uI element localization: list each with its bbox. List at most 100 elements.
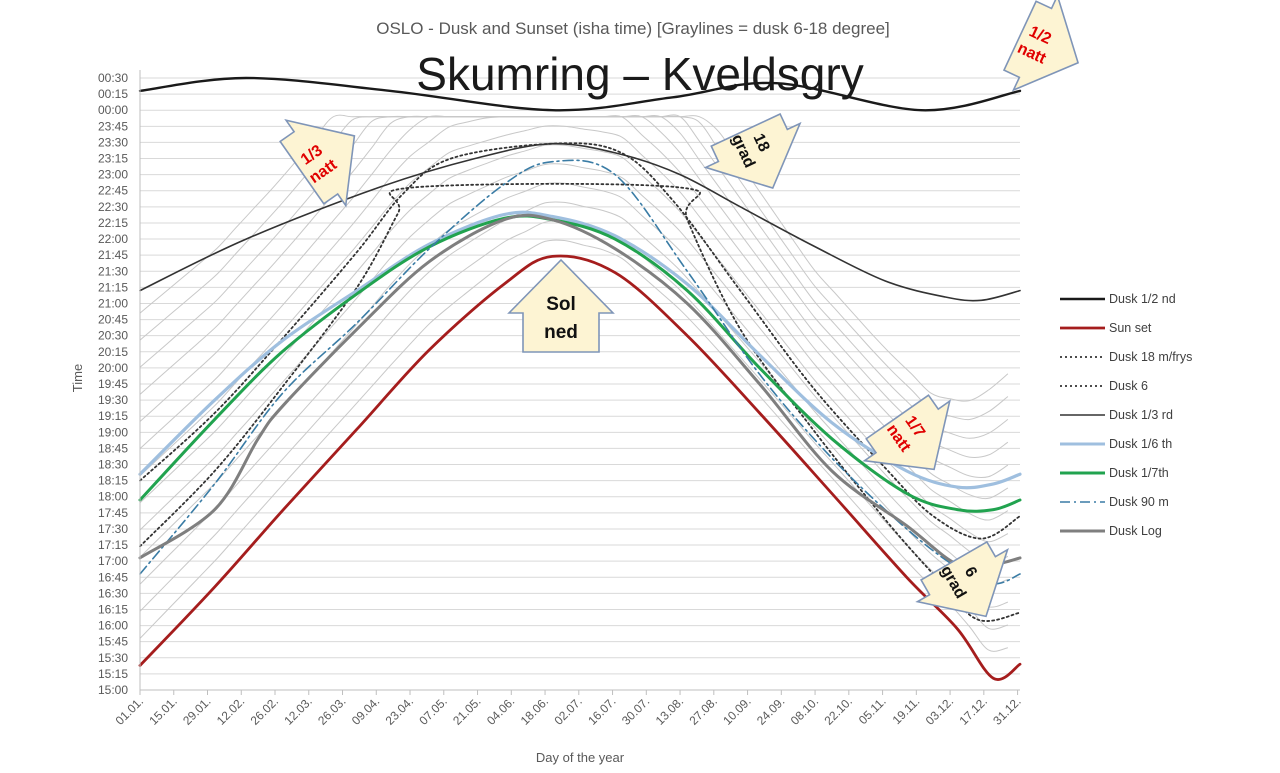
arrow-6-degree: 6 grad — [915, 540, 1009, 618]
y-tick-label: 16:15 — [98, 602, 128, 616]
series-line-2 — [139, 182, 1021, 622]
y-tick-label: 00:15 — [98, 87, 128, 101]
y-tick-label: 21:30 — [98, 264, 128, 278]
y-tick-label: 18:45 — [98, 441, 128, 455]
y-tick-label: 20:30 — [98, 329, 128, 343]
series-line-3 — [139, 142, 1021, 540]
x-tick-label: 31.12. — [990, 694, 1023, 727]
x-tick-label: 30.07. — [619, 694, 652, 727]
x-tick-label: 21.05. — [450, 694, 483, 727]
x-tick-label: 02.07. — [551, 694, 584, 727]
y-tick-label: 16:45 — [98, 570, 128, 584]
y-tick-label: 23:45 — [98, 119, 128, 133]
legend-label: Sun set — [1109, 321, 1152, 335]
legend-label: Dusk 6 — [1109, 379, 1148, 393]
y-tick-label: 20:00 — [98, 361, 128, 375]
gray-dusk-line — [139, 239, 1009, 652]
y-tick-label: 16:30 — [98, 586, 128, 600]
x-tick-label: 26.03. — [315, 694, 348, 727]
arrow-seventh-night: 1/7 natt — [862, 394, 951, 471]
x-tick-label: 27.08. — [686, 694, 719, 727]
x-tick-label: 10.09. — [720, 694, 753, 727]
y-tick-label: 23:30 — [98, 135, 128, 149]
x-axis-ticks: 01.01. 15.01. 29.01. 12.02. 26.02. 12.03. 26.0… — [113, 690, 1024, 728]
y-tick-label: 19:15 — [98, 409, 128, 423]
series-line-5 — [138, 210, 1022, 490]
x-tick-label: 07.05. — [416, 694, 449, 727]
x-tick-label: 23.04. — [383, 694, 416, 727]
y-axis-title: Time — [70, 364, 85, 392]
y-tick-label: 16:00 — [98, 619, 128, 633]
x-tick-label: 04.06. — [484, 694, 517, 727]
dusk-gray-lines — [139, 114, 1009, 652]
gray-dusk-line — [139, 125, 1009, 521]
y-tick-label: 19:00 — [98, 425, 128, 439]
x-tick-label: 09.04. — [349, 694, 382, 727]
y-tick-label: 17:45 — [98, 506, 128, 520]
y-tick-label: 18:00 — [98, 490, 128, 504]
y-tick-label: 15:30 — [98, 651, 128, 665]
y-tick-label: 15:15 — [98, 667, 128, 681]
y-tick-label: 17:30 — [98, 522, 128, 536]
x-tick-label: 17.12. — [956, 694, 989, 727]
x-tick-label: 13.08. — [653, 694, 686, 727]
horizontal-gridlines — [140, 77, 1020, 691]
series-line-7 — [139, 159, 1021, 585]
gray-dusk-line — [139, 201, 1009, 608]
arrow-third-night: 1/3 natt — [279, 119, 356, 208]
x-tick-label: 29.01. — [180, 694, 213, 727]
x-tick-label: 03.12. — [923, 694, 956, 727]
x-tick-label: 16.07. — [585, 694, 618, 727]
legend-label: Dusk 1/2 nd — [1109, 292, 1176, 306]
chart-title: OSLO - Dusk and Sunset (isha time) [Gray… — [376, 19, 890, 38]
arrow-18-degree: 18 grad — [703, 112, 802, 190]
legend-label: Dusk 18 m/frys — [1109, 350, 1192, 364]
gray-dusk-line — [139, 163, 1009, 564]
arrow-sunset-line2: ned — [544, 322, 578, 343]
arrow-sunset: Sol ned — [507, 258, 615, 353]
y-tick-label: 15:45 — [98, 635, 128, 649]
legend-label: Dusk 90 m — [1109, 495, 1169, 509]
y-tick-label: 18:15 — [98, 474, 128, 488]
y-tick-label: 20:45 — [98, 313, 128, 327]
y-tick-label: 23:00 — [98, 168, 128, 182]
x-tick-label: 19.11. — [890, 694, 923, 727]
x-tick-label: 12.02. — [214, 694, 247, 727]
x-tick-label: 22.10. — [821, 694, 854, 727]
slide-title: Skumring – Kveldsgry — [416, 48, 863, 100]
y-tick-label: 19:45 — [98, 377, 128, 391]
series-line-0 — [138, 76, 1022, 112]
y-tick-label: 00:30 — [98, 71, 128, 85]
arrow-sunset-line1: Sol — [546, 294, 576, 315]
series-lines — [138, 76, 1022, 681]
y-tick-label: 21:00 — [98, 296, 128, 310]
series-line-8 — [138, 213, 1022, 570]
arrow-18-degree-line1: 18 — [750, 131, 773, 154]
gray-dusk-line — [139, 144, 1009, 543]
x-tick-label: 24.09. — [754, 694, 787, 727]
legend-label: Dusk Log — [1109, 524, 1162, 538]
y-tick-label: 17:15 — [98, 538, 128, 552]
y-tick-label: 22:30 — [98, 200, 128, 214]
x-tick-label: 01.01. — [113, 694, 146, 727]
y-tick-label: 00:00 — [98, 103, 128, 117]
x-tick-label: 18.06. — [518, 694, 551, 727]
y-tick-label: 22:45 — [98, 184, 128, 198]
arrow-half-night: 1/2 natt — [1002, 0, 1080, 92]
series-line-6 — [138, 214, 1022, 513]
legend-label: Dusk 1/3 rd — [1109, 408, 1173, 422]
x-tick-label: 08.10. — [788, 694, 821, 727]
legend: Dusk 1/2 nd Sun set Dusk 18 m/frys Dusk 6 Du… — [1060, 292, 1192, 538]
x-axis-title: Day of the year — [536, 750, 625, 765]
y-tick-label: 17:00 — [98, 554, 128, 568]
y-tick-label: 21:45 — [98, 248, 128, 262]
y-tick-label: 19:30 — [98, 393, 128, 407]
series-line-1 — [138, 254, 1022, 681]
x-tick-label: 15.01. — [146, 694, 179, 727]
y-tick-label: 22:15 — [98, 216, 128, 230]
y-tick-label: 23:15 — [98, 152, 128, 166]
y-tick-label: 15:00 — [98, 683, 128, 697]
y-tick-label: 20:15 — [98, 345, 128, 359]
y-tick-label: 18:30 — [98, 458, 128, 472]
